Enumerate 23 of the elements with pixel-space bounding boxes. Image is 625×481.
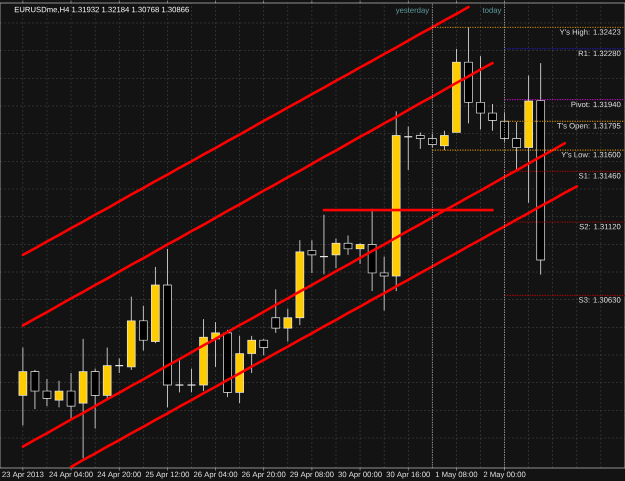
candlestick xyxy=(488,104,497,132)
candlestick xyxy=(416,132,425,150)
candlestick xyxy=(344,235,352,256)
candlestick xyxy=(30,370,40,410)
candlestick xyxy=(476,56,485,130)
candlestick xyxy=(380,256,388,311)
candlestick xyxy=(271,288,280,334)
candlestick xyxy=(247,335,256,374)
candlestick xyxy=(138,305,148,351)
candlestick xyxy=(428,133,437,148)
candlestick xyxy=(356,242,364,264)
candlestick xyxy=(404,126,413,170)
candlestick xyxy=(42,378,52,407)
candlestick xyxy=(332,238,340,269)
candlestick xyxy=(440,130,449,151)
candlestick xyxy=(90,368,100,429)
candlestick xyxy=(283,308,292,342)
candlestick xyxy=(18,347,28,426)
candlestick xyxy=(66,372,76,420)
candlestick xyxy=(54,380,64,408)
candlestick xyxy=(259,338,268,356)
candlestick xyxy=(512,122,521,170)
candlestick xyxy=(308,240,316,274)
